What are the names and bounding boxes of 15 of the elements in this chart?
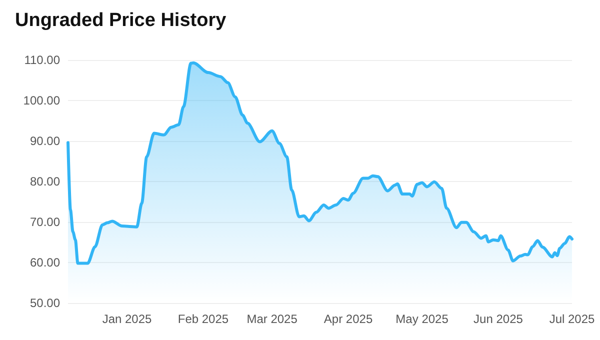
x-tick-label: Apr 2025 — [324, 312, 373, 326]
x-tick-label: Jul 2025 — [549, 312, 596, 326]
x-tick-label: Jan 2025 — [102, 312, 152, 326]
y-tick-label: 110.00 — [24, 53, 60, 67]
y-tick-label: 90.00 — [30, 134, 60, 148]
y-tick-label: 80.00 — [30, 174, 60, 188]
y-tick-label: 60.00 — [30, 256, 60, 270]
y-tick-label: 70.00 — [30, 215, 60, 229]
x-tick-label: Feb 2025 — [178, 312, 229, 326]
y-tick-label: 50.00 — [30, 296, 60, 310]
x-tick-label: Jun 2025 — [474, 312, 524, 326]
x-tick-label: Mar 2025 — [246, 312, 298, 326]
chart-title: Ungraded Price History — [15, 10, 227, 31]
x-tick-label: May 2025 — [396, 312, 449, 326]
y-tick-label: 100.00 — [23, 94, 60, 108]
